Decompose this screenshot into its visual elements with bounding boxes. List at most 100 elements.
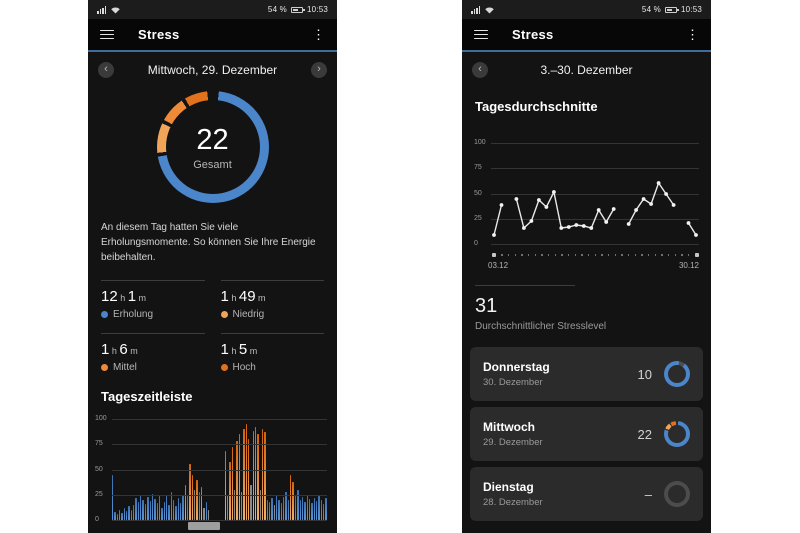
wifi-icon: [485, 7, 494, 14]
stress-bar: [264, 432, 266, 520]
day-card-dienstag[interactable]: Dienstag 28. Dezember –: [470, 467, 703, 521]
y-tick-label: 25: [95, 490, 103, 498]
stress-bar: [243, 429, 245, 520]
date-label: Mittwoch, 29. Dezember: [147, 63, 278, 77]
stress-bar: [266, 499, 269, 520]
stress-bar: [147, 496, 149, 520]
kebab-menu-icon[interactable]: ⋮: [312, 27, 325, 42]
y-tick-label: 75: [474, 164, 482, 172]
hamburger-menu-icon[interactable]: [100, 29, 114, 40]
y-tick-label: 75: [95, 440, 103, 448]
stress-bar: [294, 494, 297, 520]
averages-section-title: Tagesdurchschnitte: [475, 99, 598, 114]
axis-dot: [534, 254, 537, 256]
mini-gauge-icon: [664, 421, 690, 447]
x-end-label: 30.12: [678, 261, 699, 270]
axis-dot: [547, 254, 550, 256]
legend-dot-icon: [220, 311, 228, 318]
day-stress-value: –: [644, 486, 652, 502]
stress-bar: [250, 484, 252, 520]
day-card-left: Mittwoch 29. Dezember: [483, 420, 543, 448]
stress-bar: [126, 510, 128, 520]
stress-bar: [184, 484, 186, 520]
battery-percent: 54 %: [267, 5, 287, 14]
stress-bar: [276, 494, 278, 520]
average-stress-label: Durchschnittlicher Stresslevel: [475, 321, 607, 332]
stress-bar: [196, 479, 198, 520]
stress-bar: [149, 500, 151, 520]
stress-bar: [238, 434, 240, 520]
axis-dot: [581, 254, 583, 256]
status-bar: 54 % 10:53: [88, 0, 337, 19]
stress-bar: [112, 474, 114, 520]
axis-dot: [661, 254, 663, 256]
axis-dot: [641, 254, 643, 256]
axis-dot: [574, 254, 577, 256]
stat-label: Niedrig: [220, 309, 325, 320]
app-bar: Stress ⋮: [88, 19, 337, 52]
next-day-button[interactable]: ›: [311, 62, 327, 78]
prev-day-button[interactable]: ‹: [98, 62, 114, 78]
day-card-right: 10: [638, 361, 690, 387]
stress-bar: [325, 497, 327, 520]
axis-dot: [634, 254, 637, 256]
stress-bar: [290, 474, 292, 520]
stress-bar: [301, 496, 304, 520]
y-tick-label: 100: [95, 415, 107, 422]
date-label: 3.–30. Dezember: [540, 63, 633, 77]
daily-average-line-chart[interactable]: 100 75 50 25 0 03.12 30.12: [474, 139, 699, 270]
stat-mittel: 1 h 6 m Mittel: [101, 333, 205, 373]
date-navigation: ‹ Mittwoch, 29. Dezember ›: [88, 52, 337, 88]
stress-bar: [257, 434, 259, 520]
stat-label: Mittel: [101, 362, 205, 373]
stress-bar: [140, 494, 142, 520]
day-card-donnerstag[interactable]: Donnerstag 30. Dezember 10: [470, 347, 703, 401]
y-tick-label: 0: [474, 240, 478, 247]
stress-bar: [130, 509, 133, 520]
day-card-mittwoch[interactable]: Mittwoch 29. Dezember 22: [470, 407, 703, 461]
axis-dot: [527, 254, 530, 256]
stress-bar: [252, 431, 254, 520]
stress-bar: [165, 494, 168, 520]
stress-bar: [137, 501, 140, 520]
stat-label: Hoch: [220, 362, 325, 373]
mini-gauge-icon: [664, 481, 690, 507]
stress-bar: [168, 504, 170, 520]
stress-gauge: 22 Gesamt: [156, 91, 269, 203]
day-name: Dienstag: [483, 480, 534, 494]
prev-period-button[interactable]: ‹: [472, 62, 488, 78]
kebab-menu-icon[interactable]: ⋮: [686, 27, 699, 42]
stress-bar: [201, 486, 203, 520]
clock-time: 10:53: [306, 5, 328, 14]
day-timeline-bar-chart[interactable]: 100 75 50 25 0: [95, 415, 327, 530]
stress-bar: [254, 427, 257, 520]
battery-icon: [290, 6, 305, 13]
stat-value: 1 h 49 m: [220, 288, 266, 305]
stress-bar: [297, 489, 299, 520]
stat-label: Erholung: [101, 309, 205, 320]
stress-bar: [161, 507, 163, 520]
hamburger-menu-icon[interactable]: [474, 29, 488, 40]
day-name: Donnerstag: [483, 360, 550, 374]
stress-bar: [119, 509, 121, 520]
day-card-left: Dienstag 28. Dezember: [483, 480, 543, 508]
axis-dot: [627, 254, 630, 256]
day-stress-value: 10: [637, 366, 652, 382]
stress-bar: [205, 501, 208, 520]
axis-dot: [654, 254, 657, 256]
day-stress-value: 22: [637, 426, 652, 442]
y-tick-label: 0: [95, 516, 99, 523]
stress-bar: [311, 502, 313, 520]
battery-percent: 54 %: [641, 5, 661, 14]
day-card-right: –: [645, 481, 690, 507]
stress-bar: [114, 511, 116, 520]
stress-bar: [191, 474, 194, 520]
stress-bar: [292, 481, 294, 520]
stress-bar: [198, 491, 201, 520]
status-bar: 54 % 10:53: [462, 0, 711, 19]
axis-dot: [507, 254, 510, 256]
stress-bar: [285, 491, 287, 520]
x-axis-labels: 03.12 30.12: [488, 261, 699, 270]
axis-dot: [674, 254, 677, 256]
stat-hoch: 1 h 5 m Hoch: [220, 333, 325, 373]
